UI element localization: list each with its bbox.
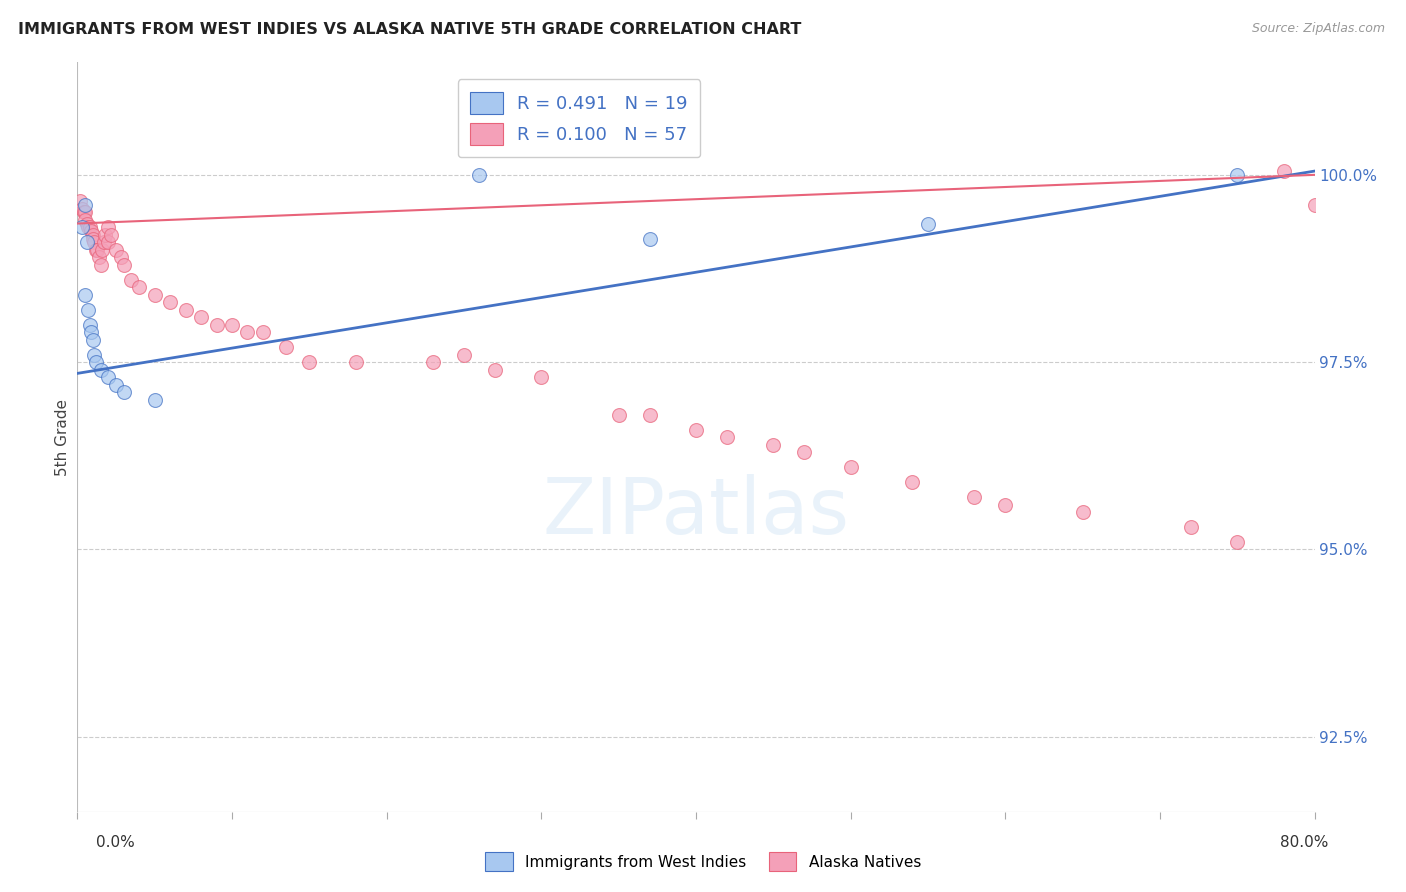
Point bbox=[453, 348, 475, 362]
Point bbox=[159, 295, 181, 310]
Point bbox=[91, 243, 114, 257]
Point bbox=[80, 325, 103, 339]
Text: ZIPatlas: ZIPatlas bbox=[543, 474, 849, 550]
Point bbox=[422, 355, 444, 369]
Point bbox=[77, 220, 100, 235]
Point bbox=[87, 250, 110, 264]
Point bbox=[93, 235, 115, 250]
Point bbox=[72, 205, 94, 219]
Point bbox=[839, 460, 862, 475]
Point bbox=[70, 202, 93, 216]
Point bbox=[112, 258, 135, 272]
Point bbox=[1226, 168, 1249, 182]
Point bbox=[1071, 505, 1094, 519]
Point bbox=[105, 377, 127, 392]
Point bbox=[75, 212, 96, 227]
Text: 80.0%: 80.0% bbox=[1281, 836, 1329, 850]
Point bbox=[762, 437, 785, 451]
Point bbox=[82, 231, 104, 245]
Text: Source: ZipAtlas.com: Source: ZipAtlas.com bbox=[1251, 22, 1385, 36]
Legend: R = 0.491   N = 19, R = 0.100   N = 57: R = 0.491 N = 19, R = 0.100 N = 57 bbox=[457, 79, 700, 157]
Point bbox=[86, 243, 108, 257]
Point bbox=[84, 243, 107, 257]
Text: IMMIGRANTS FROM WEST INDIES VS ALASKA NATIVE 5TH GRADE CORRELATION CHART: IMMIGRANTS FROM WEST INDIES VS ALASKA NA… bbox=[18, 22, 801, 37]
Point bbox=[79, 318, 101, 332]
Point bbox=[205, 318, 228, 332]
Point bbox=[344, 355, 367, 369]
Legend: Immigrants from West Indies, Alaska Natives: Immigrants from West Indies, Alaska Nati… bbox=[479, 847, 927, 877]
Point bbox=[236, 325, 259, 339]
Point bbox=[143, 287, 166, 301]
Point bbox=[112, 385, 135, 400]
Point bbox=[793, 445, 815, 459]
Point bbox=[917, 217, 939, 231]
Point bbox=[1272, 164, 1295, 178]
Point bbox=[530, 370, 553, 384]
Point bbox=[190, 310, 212, 325]
Point bbox=[90, 258, 111, 272]
Point bbox=[121, 273, 143, 287]
Point bbox=[685, 423, 707, 437]
Point bbox=[82, 227, 104, 242]
Point bbox=[994, 498, 1017, 512]
Point bbox=[252, 325, 274, 339]
Point bbox=[97, 235, 120, 250]
Point bbox=[607, 408, 630, 422]
Point bbox=[468, 168, 491, 182]
Point bbox=[1303, 198, 1326, 212]
Point bbox=[716, 430, 738, 444]
Point bbox=[80, 224, 103, 238]
Point bbox=[638, 231, 661, 245]
Point bbox=[79, 220, 101, 235]
Point bbox=[276, 340, 298, 354]
Point bbox=[75, 205, 96, 219]
Point bbox=[105, 243, 127, 257]
Point bbox=[83, 235, 105, 250]
Point bbox=[1226, 535, 1249, 549]
Point bbox=[70, 220, 93, 235]
Point bbox=[97, 370, 120, 384]
Point bbox=[90, 362, 111, 376]
Point bbox=[110, 250, 132, 264]
Point bbox=[128, 280, 150, 294]
Point bbox=[1180, 520, 1202, 534]
Point bbox=[76, 235, 98, 250]
Point bbox=[484, 362, 506, 376]
Point bbox=[221, 318, 243, 332]
Point bbox=[94, 227, 117, 242]
Point bbox=[901, 475, 924, 489]
Y-axis label: 5th Grade: 5th Grade bbox=[55, 399, 70, 475]
Point bbox=[76, 217, 98, 231]
Point bbox=[75, 198, 96, 212]
Point bbox=[638, 408, 661, 422]
Point bbox=[97, 220, 120, 235]
Point bbox=[83, 348, 105, 362]
Point bbox=[143, 392, 166, 407]
Point bbox=[84, 355, 107, 369]
Point bbox=[77, 302, 100, 317]
Point bbox=[174, 302, 197, 317]
Point bbox=[75, 287, 96, 301]
Point bbox=[963, 490, 986, 504]
Point bbox=[69, 194, 91, 208]
Point bbox=[298, 355, 321, 369]
Point bbox=[100, 227, 122, 242]
Point bbox=[82, 333, 104, 347]
Text: 0.0%: 0.0% bbox=[96, 836, 135, 850]
